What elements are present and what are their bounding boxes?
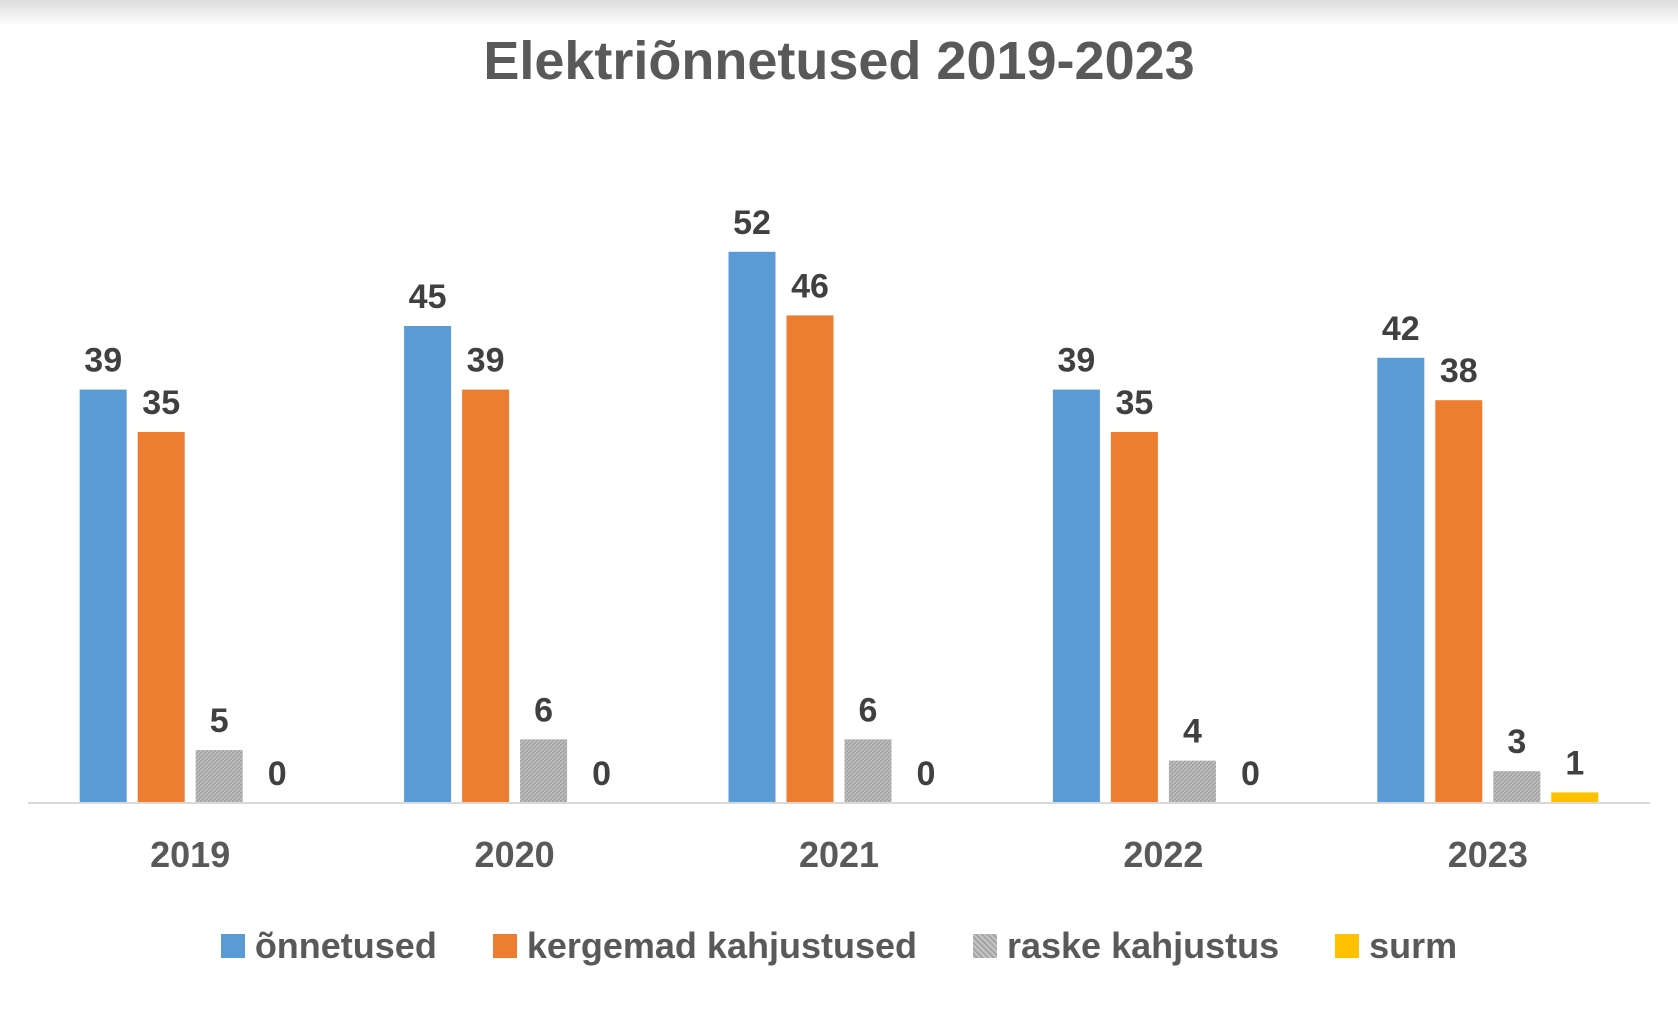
data-label-surm-2022: 0: [1241, 755, 1260, 793]
data-label-kergemad-kahjustused-2022: 35: [1115, 384, 1153, 422]
legend-label-kergemad-kahjustused: kergemad kahjustused: [526, 925, 917, 966]
data-label-onnetused-2023: 42: [1382, 310, 1420, 348]
legend-label-onnetused: õnnetused: [254, 925, 437, 966]
legend-item-surm: surm: [1335, 925, 1457, 967]
bar-raske-kahjustus-2022: [1168, 760, 1216, 803]
data-label-surm-2023: 1: [1565, 744, 1584, 782]
data-label-kergemad-kahjustused-2021: 46: [791, 267, 829, 305]
x-tick-label-2020: 2020: [475, 834, 555, 875]
data-label-onnetused-2021: 52: [733, 204, 771, 242]
data-label-surm-2019: 0: [268, 755, 287, 793]
legend-swatch-kergemad-kahjustused: [492, 934, 517, 958]
legend-item-onnetused: õnnetused: [220, 925, 437, 967]
bar-kergemad-kahjustused-2020: [462, 389, 510, 803]
top-shadow: [0, 0, 1678, 26]
x-tick-label-2022: 2022: [1123, 834, 1203, 875]
bar-onnetused-2019: [79, 389, 127, 803]
data-label-raske-kahjustus-2020: 6: [534, 691, 553, 729]
bar-raske-kahjustus-2020: [520, 739, 568, 803]
legend: õnnetused kergemad kahjustused raske kah…: [0, 925, 1678, 967]
data-label-surm-2021: 0: [917, 755, 936, 793]
bar-onnetused-2020: [404, 326, 452, 803]
legend-swatch-raske-kahjustus: [972, 934, 997, 958]
data-label-raske-kahjustus-2022: 4: [1183, 713, 1202, 751]
x-tick-label-2019: 2019: [150, 834, 230, 875]
legend-item-raske-kahjustus: raske kahjustus: [972, 925, 1280, 967]
data-label-kergemad-kahjustused-2019: 35: [142, 384, 180, 422]
legend-item-kergemad-kahjustused: kergemad kahjustused: [492, 925, 917, 967]
bar-onnetused-2023: [1377, 357, 1425, 803]
data-label-kergemad-kahjustused-2023: 38: [1440, 352, 1478, 390]
data-label-raske-kahjustus-2021: 6: [859, 691, 878, 729]
chart-title: Elektriõnnetused 2019-2023: [483, 31, 1195, 91]
bar-onnetused-2021: [728, 251, 776, 804]
bar-onnetused-2022: [1052, 389, 1100, 803]
x-tick-label-2021: 2021: [799, 834, 879, 875]
bar-raske-kahjustus-2023: [1493, 771, 1541, 803]
bar-surm-2023: [1551, 792, 1599, 803]
legend-swatch-onnetused: [220, 934, 245, 958]
data-label-onnetused-2022: 39: [1057, 342, 1095, 380]
data-label-onnetused-2019: 39: [84, 342, 122, 380]
data-label-kergemad-kahjustused-2020: 39: [467, 342, 505, 380]
bar-kergemad-kahjustused-2023: [1435, 400, 1483, 803]
bar-raske-kahjustus-2019: [195, 750, 243, 803]
data-label-raske-kahjustus-2019: 5: [210, 702, 229, 740]
bar-kergemad-kahjustused-2019: [137, 432, 185, 803]
x-tick-label-2023: 2023: [1448, 834, 1528, 875]
legend-label-raske-kahjustus: raske kahjustus: [1006, 925, 1280, 966]
data-label-raske-kahjustus-2023: 3: [1507, 723, 1526, 761]
bar-kergemad-kahjustused-2021: [786, 315, 834, 803]
legend-swatch-surm: [1335, 934, 1360, 958]
data-label-onnetused-2020: 45: [409, 278, 447, 316]
bar-kergemad-kahjustused-2022: [1110, 432, 1158, 803]
legend-label-surm: surm: [1369, 925, 1458, 966]
bar-raske-kahjustus-2021: [844, 739, 892, 803]
data-label-surm-2020: 0: [592, 755, 611, 793]
